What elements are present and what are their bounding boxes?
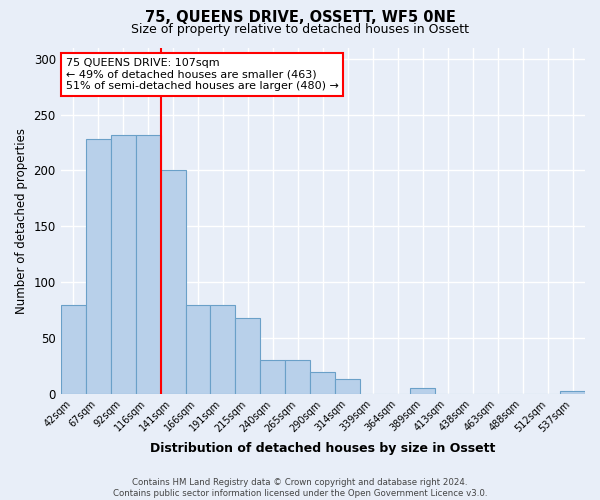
Bar [211,304,235,394]
Bar [286,360,310,394]
Bar [110,134,136,394]
Bar [86,139,110,394]
Y-axis label: Number of detached properties: Number of detached properties [15,128,28,314]
Bar [136,134,161,394]
X-axis label: Distribution of detached houses by size in Ossett: Distribution of detached houses by size … [150,442,496,455]
Text: Contains HM Land Registry data © Crown copyright and database right 2024.
Contai: Contains HM Land Registry data © Crown c… [113,478,487,498]
Text: Size of property relative to detached houses in Ossett: Size of property relative to detached ho… [131,22,469,36]
Bar [61,304,86,394]
Bar [185,304,211,394]
Text: 75, QUEENS DRIVE, OSSETT, WF5 0NE: 75, QUEENS DRIVE, OSSETT, WF5 0NE [145,10,455,25]
Text: 75 QUEENS DRIVE: 107sqm
← 49% of detached houses are smaller (463)
51% of semi-d: 75 QUEENS DRIVE: 107sqm ← 49% of detache… [66,58,339,91]
Bar [335,380,360,394]
Bar [260,360,286,394]
Bar [161,170,185,394]
Bar [310,372,335,394]
Bar [235,318,260,394]
Bar [560,390,585,394]
Bar [410,388,435,394]
